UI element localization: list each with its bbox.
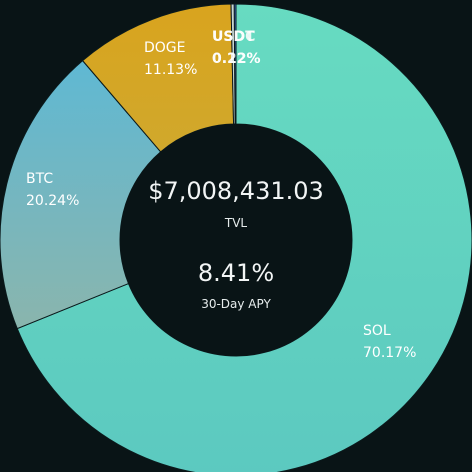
label-sol: SOL 70.17%: [363, 323, 416, 361]
donut-hole: [120, 124, 352, 356]
label-usdt: USDT 0.22%: [212, 29, 261, 67]
label-name-usdc: USDC: [212, 29, 255, 45]
label-name-sol: SOL: [363, 323, 391, 339]
label-pct-usdc: 0.12%: [212, 51, 261, 67]
label-pct-btc: 20.24%: [26, 193, 79, 209]
label-usdc: USDC 0.12%: [212, 29, 261, 67]
label-name-btc: BTC: [26, 171, 53, 187]
label-pct-usdt: 0.22%: [212, 51, 261, 67]
label-name-usdt: USDT: [212, 29, 255, 45]
label-pct-doge: 11.13%: [144, 62, 197, 78]
apy-value: 8.41%: [198, 259, 274, 287]
tvl-value: $7,008,431.03: [148, 177, 324, 205]
label-btc: BTC 20.24%: [26, 171, 79, 209]
label-doge: DOGE 11.13%: [144, 40, 197, 78]
tvl-label: TVL: [224, 216, 248, 230]
label-pct-sol: 70.17%: [363, 345, 416, 361]
label-name-doge: DOGE: [144, 40, 186, 56]
apy-label: 30-Day APY: [201, 297, 271, 311]
